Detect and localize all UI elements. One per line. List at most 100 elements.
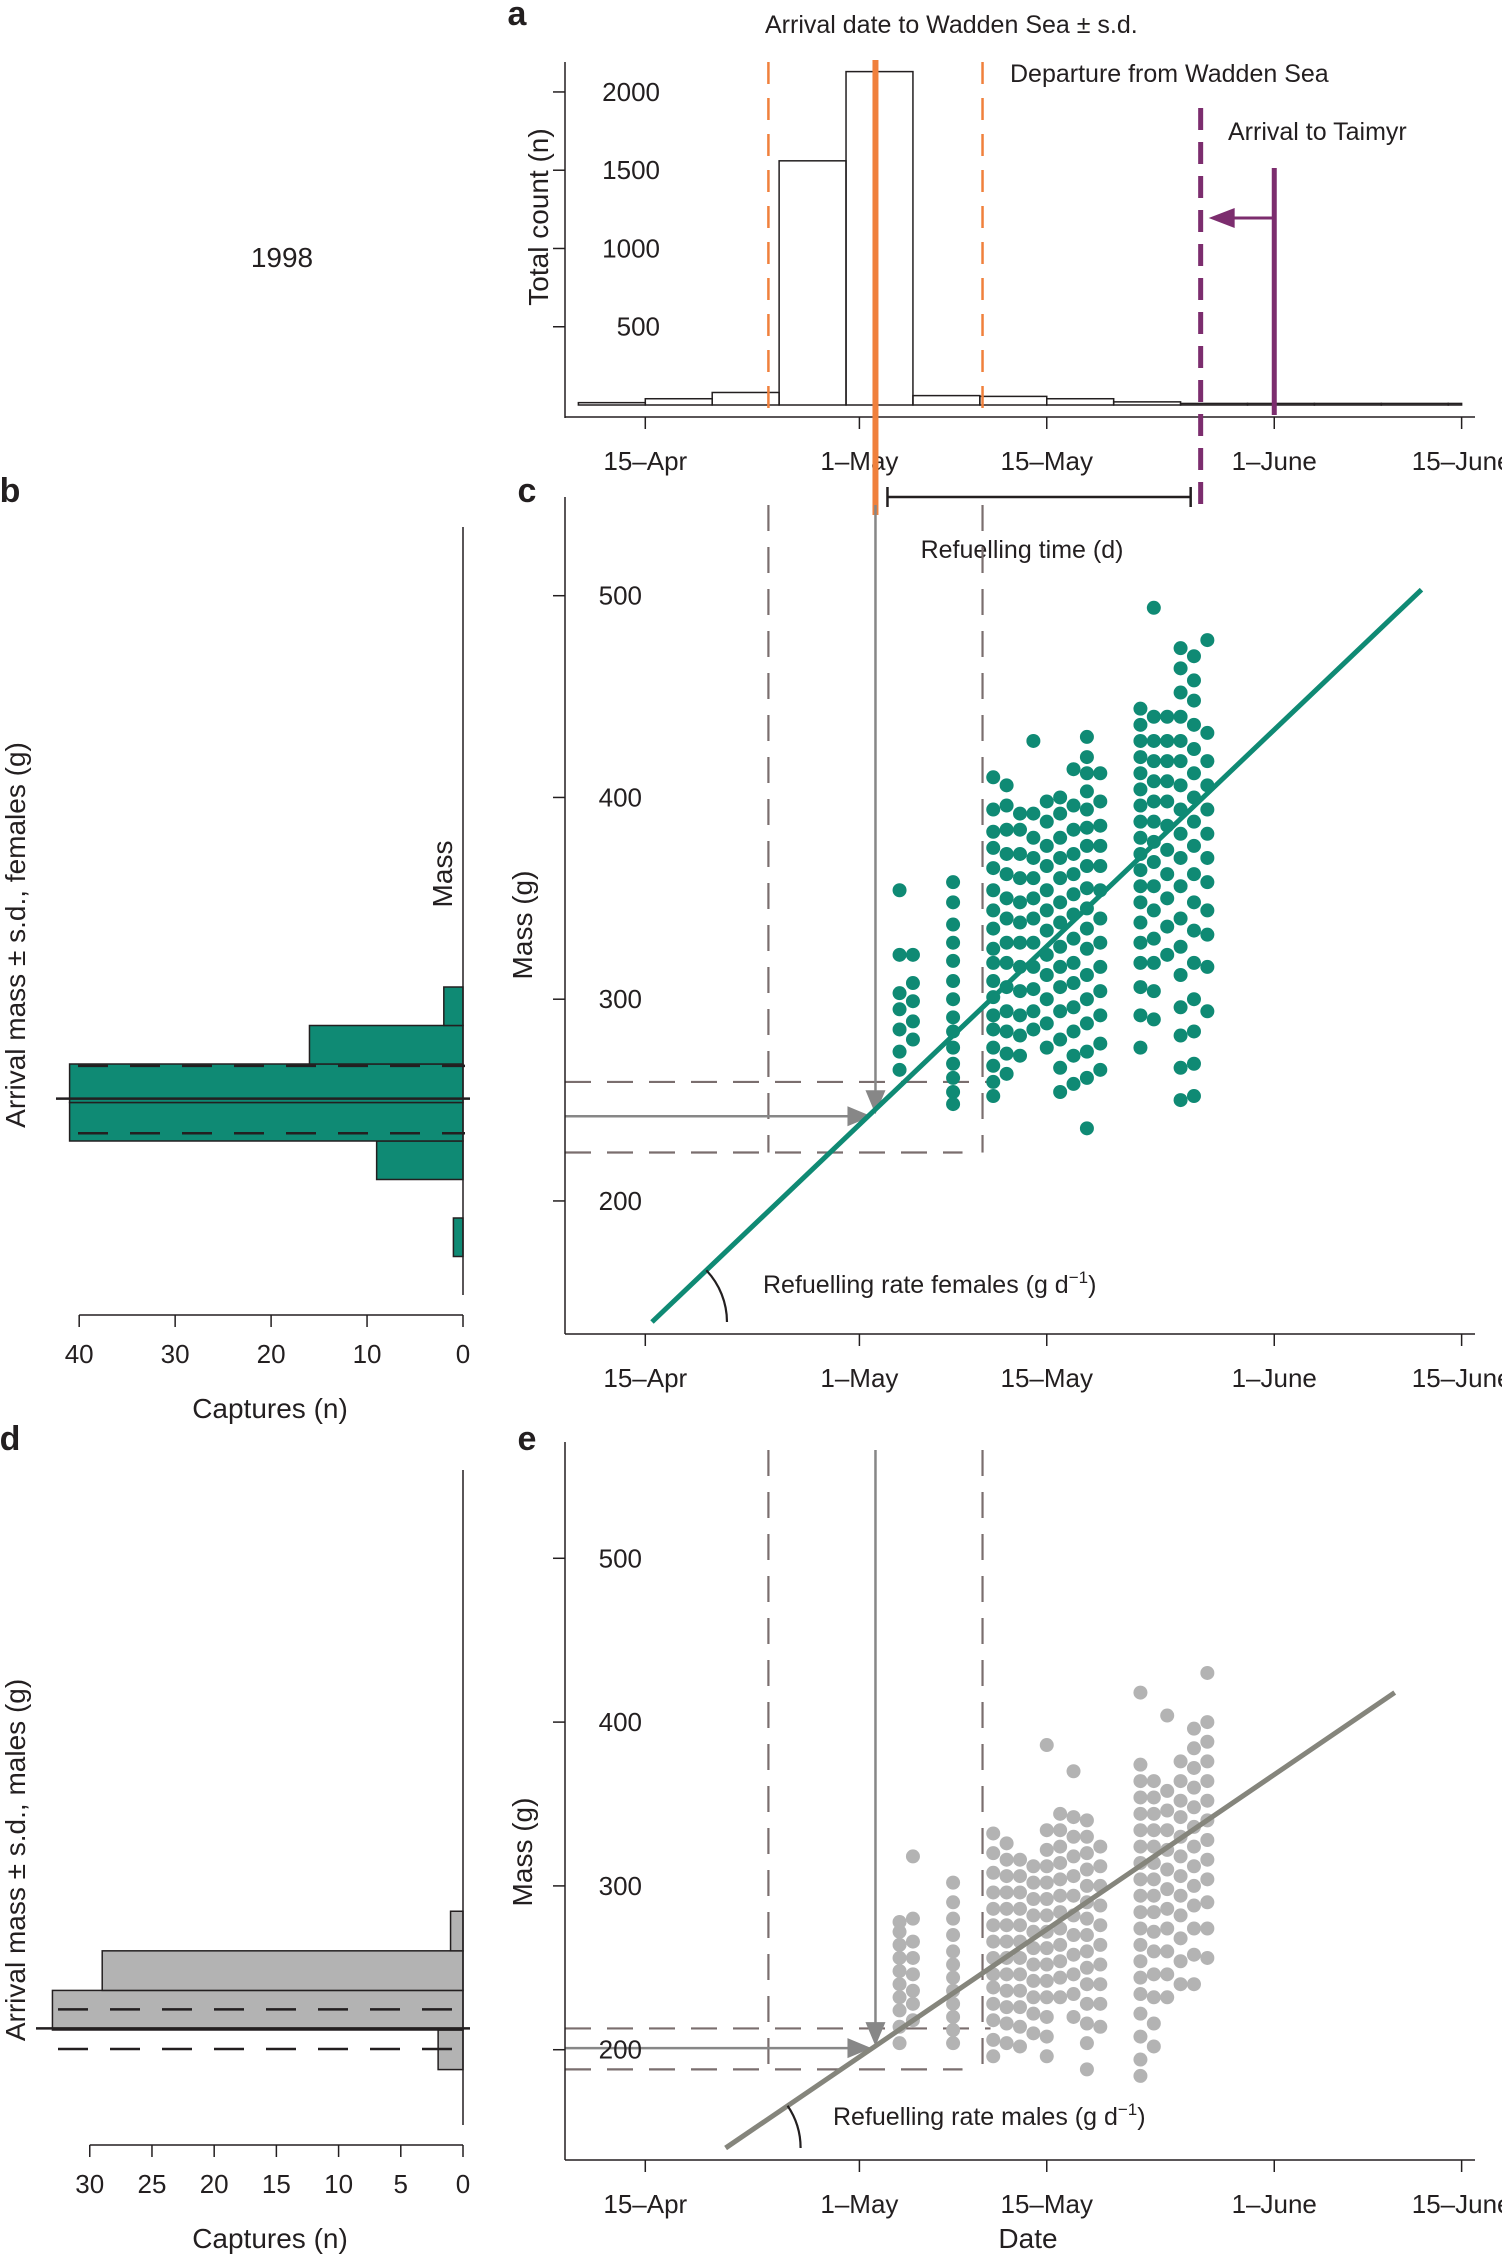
- data-point-male: [905, 1911, 920, 1926]
- data-point-female: [946, 1085, 961, 1100]
- data-point-female: [1146, 794, 1161, 809]
- taimyr-arrow-head: [1208, 208, 1235, 228]
- data-point-female: [1079, 967, 1094, 982]
- data-point-male: [1066, 1987, 1081, 2002]
- panel-d-xlabel: Captures (n): [192, 2223, 348, 2254]
- x-tick-label: 15–June: [1412, 1363, 1502, 1393]
- data-point-male: [986, 2032, 1001, 2047]
- refuelling-rate-females-label: Refuelling rate females (g d−1): [763, 1268, 1096, 1299]
- data-point-female: [1039, 794, 1054, 809]
- data-point-female: [946, 953, 961, 968]
- data-point-female: [1173, 1028, 1188, 1043]
- data-point-male: [892, 1924, 907, 1939]
- y-tick-label: 400: [599, 1707, 642, 1737]
- data-point-female: [1013, 871, 1027, 886]
- regression-line-male: [724, 1690, 1397, 2151]
- data-point-male: [1093, 1996, 1108, 2011]
- data-point-female: [1053, 1085, 1068, 1100]
- data-point-female: [986, 840, 1001, 855]
- data-point-female: [1079, 838, 1094, 853]
- data-point-female: [1053, 830, 1068, 845]
- data-point-female: [1173, 879, 1188, 894]
- data-point-male: [946, 1895, 961, 1910]
- data-point-male: [986, 1901, 1001, 1916]
- data-point-female: [1146, 1012, 1161, 1027]
- data-point-female: [1133, 879, 1148, 894]
- data-point-female: [1079, 1016, 1094, 1031]
- histogram-bar: [979, 395, 1048, 406]
- data-point-male: [1066, 1829, 1081, 1844]
- data-point-female: [1160, 947, 1175, 962]
- data-point-male: [1039, 1973, 1054, 1988]
- data-point-female: [1066, 867, 1081, 882]
- data-point-male: [986, 1996, 1001, 2011]
- data-point-female: [1133, 1008, 1148, 1023]
- data-point-male: [1146, 1774, 1161, 1789]
- data-point-male: [999, 1983, 1014, 1998]
- data-point-female: [1133, 935, 1148, 950]
- data-point-male: [1173, 1793, 1188, 1808]
- data-point-male: [999, 2036, 1014, 2051]
- year-label: 1998: [251, 242, 313, 273]
- data-point-male: [1079, 1862, 1094, 1877]
- data-point-male: [1026, 1908, 1041, 1923]
- data-point-male: [1026, 1859, 1041, 1874]
- data-point-male: [1053, 1970, 1068, 1985]
- data-point-female: [1133, 1040, 1148, 1055]
- data-point-male: [1066, 2009, 1081, 2024]
- data-point-female: [1079, 941, 1094, 956]
- data-point-male: [1013, 2039, 1027, 2054]
- panel-c: 15–Apr 1–May 15–May 1–June 15–June 200 300 400…: [507, 497, 1502, 1393]
- data-point-male: [946, 1944, 961, 1959]
- data-point-male: [1026, 2006, 1041, 2021]
- data-point-male: [1079, 1960, 1094, 1975]
- data-point-male: [999, 1836, 1014, 1851]
- data-point-female: [1173, 967, 1188, 982]
- data-point-female: [986, 802, 1001, 817]
- data-point-female: [1066, 1024, 1081, 1039]
- data-point-female: [1079, 881, 1094, 896]
- data-point-male: [1026, 1875, 1041, 1890]
- data-point-female: [1146, 733, 1161, 748]
- data-point-male: [1186, 1859, 1201, 1874]
- data-point-male: [1146, 1790, 1161, 1805]
- data-point-male: [1186, 1741, 1201, 1756]
- data-point-male: [1066, 1967, 1081, 1982]
- x-tick-label: 5: [394, 2169, 408, 2199]
- data-point-female: [1079, 750, 1094, 765]
- panel-a-ylabel: Total count (n): [523, 128, 554, 305]
- data-point-male: [1200, 1872, 1215, 1887]
- data-point-female: [986, 903, 1001, 918]
- data-point-female: [946, 992, 961, 1007]
- data-point-female: [1013, 806, 1027, 821]
- data-point-female: [1200, 826, 1215, 841]
- x-tick-label: 15–Apr: [603, 1363, 687, 1393]
- histogram-bar-male: [449, 1910, 464, 1952]
- data-point-male: [1173, 1888, 1188, 1903]
- data-point-male: [1200, 1921, 1215, 1936]
- data-point-male: [986, 1934, 1001, 1949]
- data-point-male: [905, 1934, 920, 1949]
- data-point-female: [1093, 959, 1108, 974]
- data-point-female: [1146, 709, 1161, 724]
- data-point-male: [1173, 1849, 1188, 1864]
- data-point-male: [1133, 1774, 1148, 1789]
- data-point-female: [1079, 1070, 1094, 1085]
- data-point-male: [1079, 1944, 1094, 1959]
- data-point-female: [1146, 931, 1161, 946]
- data-point-female: [1186, 895, 1201, 910]
- data-point-male: [1200, 1715, 1215, 1730]
- data-point-male: [1093, 1918, 1108, 1933]
- data-point-male: [1079, 1928, 1094, 1943]
- data-point-male: [1186, 1839, 1201, 1854]
- x-tick-label: 20: [200, 2169, 229, 2199]
- data-point-female: [905, 994, 920, 1009]
- data-point-female: [946, 1056, 961, 1071]
- data-point-male: [1173, 1931, 1188, 1946]
- data-point-female: [986, 1008, 1001, 1023]
- x-tick-label: 1–May: [820, 446, 898, 476]
- data-point-female: [1053, 915, 1068, 930]
- data-point-male: [1039, 2009, 1054, 2024]
- data-point-male: [1013, 1869, 1027, 1884]
- data-point-female: [1093, 818, 1108, 833]
